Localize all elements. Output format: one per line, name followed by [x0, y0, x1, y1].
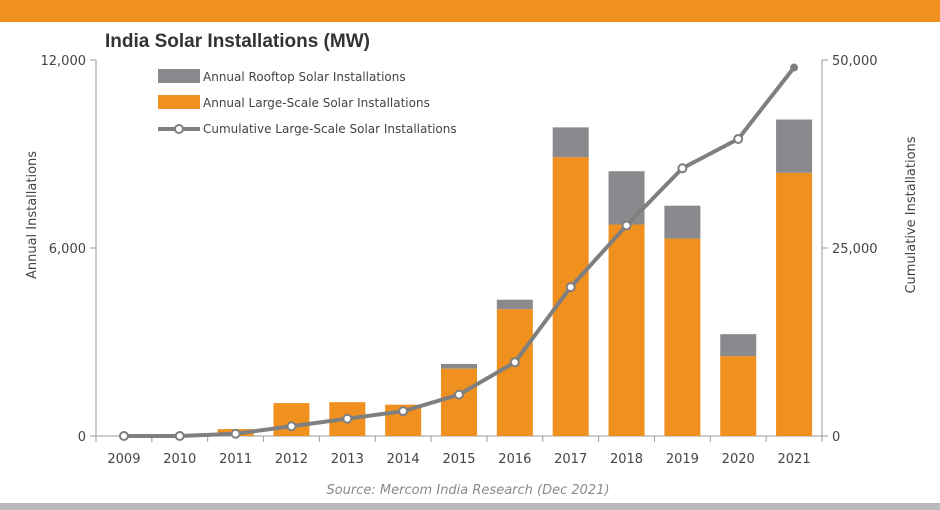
bar-rooftop: [664, 205, 701, 239]
bar-large-scale: [552, 157, 589, 436]
legend-label-cumulative: Cumulative Large-Scale Solar Installatio…: [203, 122, 457, 136]
cumulative-point: [398, 406, 409, 417]
x-tick-label: 2017: [554, 452, 587, 467]
cumulative-point: [286, 421, 297, 432]
bar-rooftop: [496, 299, 533, 310]
x-tick-label: 2015: [442, 452, 475, 467]
cumulative-point: [677, 163, 688, 174]
source-note: Source: Mercom India Research (Dec 2021): [326, 483, 609, 498]
left-tick-labels: 0 6,000 12,000: [41, 54, 87, 445]
bar-large-scale: [776, 172, 813, 437]
x-tick-label: 2013: [331, 452, 364, 467]
bar-rooftop: [720, 334, 757, 357]
chart-title: India Solar Installations (MW): [105, 31, 370, 52]
left-axis-title: Annual Installations: [25, 151, 40, 279]
cumulative-point: [454, 389, 464, 400]
cumulative-point: [342, 413, 353, 424]
right-axis-title: Cumulative Installations: [904, 136, 919, 293]
bar-large-scale: [441, 368, 477, 436]
legend-label-large-scale: Annual Large-Scale Solar Installations: [203, 96, 430, 110]
top-accent-band: [0, 0, 940, 22]
left-tick-label: 0: [78, 430, 86, 445]
x-tick-label: 2009: [107, 452, 140, 467]
x-tick-label: 2016: [498, 452, 531, 467]
cumulative-point: [118, 431, 129, 441]
bar-large-scale: [664, 238, 701, 436]
bars: [217, 119, 813, 437]
cumulative-point: [733, 133, 744, 144]
x-tick-label: 2014: [387, 452, 420, 467]
right-tick-labels: 0 25,000 50,000: [832, 54, 878, 445]
legend: Annual Rooftop Solar Installations Annua…: [158, 69, 457, 136]
bar-rooftop: [776, 119, 813, 173]
x-tick-label: 2021: [778, 452, 811, 467]
right-tick-label: 25,000: [832, 242, 878, 257]
x-tick-label: 2020: [722, 452, 755, 467]
cumulative-point: [790, 63, 799, 72]
bar-rooftop: [552, 127, 589, 158]
cumulative-point: [565, 282, 576, 293]
x-tick-label: 2010: [163, 452, 196, 467]
bar-large-scale: [608, 224, 645, 436]
legend-swatch-rooftop: [158, 69, 200, 83]
legend-label-rooftop: Annual Rooftop Solar Installations: [203, 70, 406, 84]
bar-rooftop: [608, 171, 645, 225]
right-tick-label: 0: [832, 430, 840, 445]
left-tick-label: 6,000: [49, 242, 86, 257]
x-tick-labels: 2009 2010 2011 2012 2013 2014 2015 2016 2017 2018…: [107, 452, 810, 467]
bar-large-scale: [496, 309, 533, 436]
bottom-band: [0, 503, 940, 510]
bar-large-scale: [720, 356, 757, 436]
cumulative-point: [230, 428, 241, 439]
x-tick-label: 2012: [275, 452, 308, 467]
cumulative-point: [509, 357, 520, 368]
x-tick-label: 2019: [666, 452, 699, 467]
right-tick-label: 50,000: [832, 54, 878, 69]
cumulative-point: [174, 431, 185, 441]
cumulative-line: [118, 63, 799, 441]
legend-marker-cumulative: [174, 124, 184, 134]
cumulative-point: [621, 220, 632, 231]
bar-rooftop: [441, 363, 477, 369]
left-tick-label: 12,000: [41, 54, 87, 69]
x-tick-label: 2018: [610, 452, 643, 467]
legend-swatch-large-scale: [158, 95, 200, 109]
x-tick-label: 2011: [219, 452, 252, 467]
